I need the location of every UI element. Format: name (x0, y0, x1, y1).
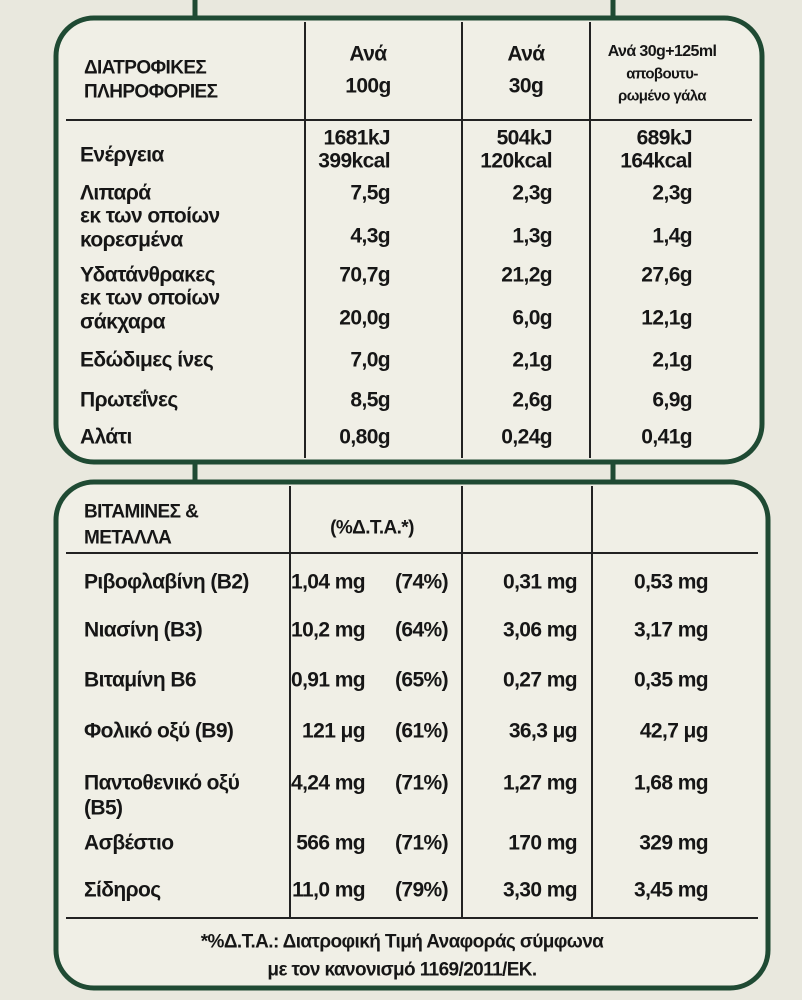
nutrient-value: 8,5g (350, 388, 390, 412)
nutrient-value: 2,1g (652, 348, 692, 372)
vitamin-value: 329 mg (639, 831, 708, 855)
vitamin-value: 11,0 mg (292, 878, 365, 902)
vitamin-value: 566 mg (296, 831, 365, 855)
vitamin-label: (Β5) (84, 796, 123, 820)
nutrient-value: 70,7g (339, 263, 390, 287)
nutrient-value: 399kcal (318, 149, 390, 173)
vitamin-label: Παντοθενικό οξύ (84, 771, 240, 795)
vitamin-value: (71%) (394, 771, 449, 795)
column-header: (%Δ.Τ.Α.*) (330, 517, 414, 539)
nutrient-value: 7,5g (350, 181, 390, 205)
vitamin-value: 36,3 μg (508, 719, 578, 743)
column-header: αποβουτυ- (626, 65, 698, 83)
nutrient-label: εκ των οποίων (80, 286, 220, 310)
vitamin-value: 1,04 mg (290, 570, 366, 594)
header-label: ΔΙΑΤΡΟΦΙΚΕΣ (84, 57, 207, 79)
vitamin-value: 0,53 mg (633, 570, 709, 594)
vitamin-value: 1,27 mg (502, 771, 578, 795)
footnote: *%Δ.Τ.Α.: Διατροφική Τιμή Αναφοράς σύμφω… (200, 931, 604, 953)
nutrient-value: 4,3g (350, 224, 390, 248)
nutrient-value: 689kJ (636, 126, 693, 150)
nutrient-label: Υδατάνθρακες (80, 263, 216, 287)
nutrient-value: 504kJ (496, 126, 553, 150)
nutrient-label: Εδώδιμες ίνες (80, 348, 214, 372)
nutrient-value: 6,0g (512, 306, 552, 330)
vitamin-value: (74%) (394, 570, 449, 594)
vitamin-value: 3,06 mg (502, 618, 578, 642)
nutrient-value: 0,80g (339, 425, 390, 449)
nutrient-value: 7,0g (350, 348, 390, 372)
nutrient-value: 164kcal (620, 149, 692, 173)
nutrient-value: 20,0g (339, 306, 390, 330)
vitamin-value: 1,68 mg (633, 771, 709, 795)
vitamin-value: 0,35 mg (633, 668, 709, 692)
vitamins-box (53, 479, 771, 991)
nutrient-label: εκ των οποίων (80, 204, 220, 228)
nutrient-value: 2,1g (512, 348, 552, 372)
nutrition-box (53, 15, 765, 465)
footnote: με τον κανονισμό 1169/2011/ΕΚ. (267, 959, 537, 981)
nutrient-value: 2,3g (512, 181, 552, 205)
vitamin-value: 3,30 mg (502, 878, 578, 902)
nutrient-value: 1681kJ (323, 126, 391, 150)
vitamin-value: 170 mg (508, 831, 577, 855)
nutrient-label: Αλάτι (80, 425, 132, 449)
nutrient-value: 1,4g (652, 224, 692, 248)
column-header: ρωμένο γάλα (618, 87, 707, 105)
vitamin-value: 0,31 mg (502, 570, 578, 594)
vitamin-label: Σίδηρος (84, 878, 161, 902)
column-header: Ανά 30g+125ml (607, 43, 717, 60)
nutrient-value: 6,9g (652, 388, 692, 412)
nutrient-value: 0,41g (641, 425, 692, 449)
nutrient-value: 2,3g (652, 181, 692, 205)
nutrient-label: Ενέργεια (80, 143, 164, 167)
vitamin-value: (61%) (394, 719, 449, 743)
nutrient-label: κορεσμένα (80, 228, 183, 252)
nutrient-value: 12,1g (641, 306, 692, 330)
vitamin-label: Ριβοφλαβίνη (Β2) (84, 570, 249, 594)
vitamin-label: Ασβέστιο (84, 831, 174, 855)
nutrient-value: 1,3g (512, 224, 552, 248)
vitamin-value: (71%) (394, 831, 449, 855)
nutrient-value: 0,24g (501, 425, 552, 449)
nutrient-value: 120kcal (480, 149, 552, 173)
vitamin-value: 3,17 mg (633, 618, 709, 642)
vitamin-label: Φολικό οξύ (Β9) (84, 719, 234, 743)
nutrient-value: 21,2g (501, 263, 552, 287)
vitamin-value: (64%) (394, 618, 449, 642)
vitamin-label: Νιασίνη (Β3) (84, 618, 203, 642)
vitamin-value: 10,2 mg (290, 618, 366, 642)
nutrient-label: Πρωτεΐνες (80, 388, 178, 412)
nutrient-value: 2,6g (512, 388, 552, 412)
column-header: 30g (508, 74, 544, 98)
vitamin-value: 121 μg (302, 719, 366, 743)
vitamin-value: (65%) (394, 668, 449, 692)
header-label: ΜΕΤΑΛΛΑ (84, 527, 172, 549)
nutrient-value: 27,6g (641, 263, 692, 287)
column-header: Ανά (349, 42, 387, 66)
header-label: ΒΙΤΑΜΙΝΕΣ & (84, 501, 199, 523)
vitamin-label: Βιταμίνη Β6 (84, 668, 197, 692)
vitamin-value: 0,27 mg (502, 668, 578, 692)
nutrient-label: σάκχαρα (80, 310, 166, 334)
nutrient-label: Λιπαρά (80, 181, 151, 205)
vitamin-value: (79%) (394, 878, 449, 902)
vitamin-value: 42,7 μg (639, 719, 709, 743)
vitamin-value: 0,91 mg (290, 668, 366, 692)
vitamin-value: 3,45 mg (633, 878, 709, 902)
header-label: ΠΛΗΡΟΦΟΡΙΕΣ (84, 81, 218, 103)
column-header: Ανά (507, 42, 545, 66)
column-header: 100g (345, 74, 391, 98)
vitamin-value: 4,24 mg (290, 771, 366, 795)
